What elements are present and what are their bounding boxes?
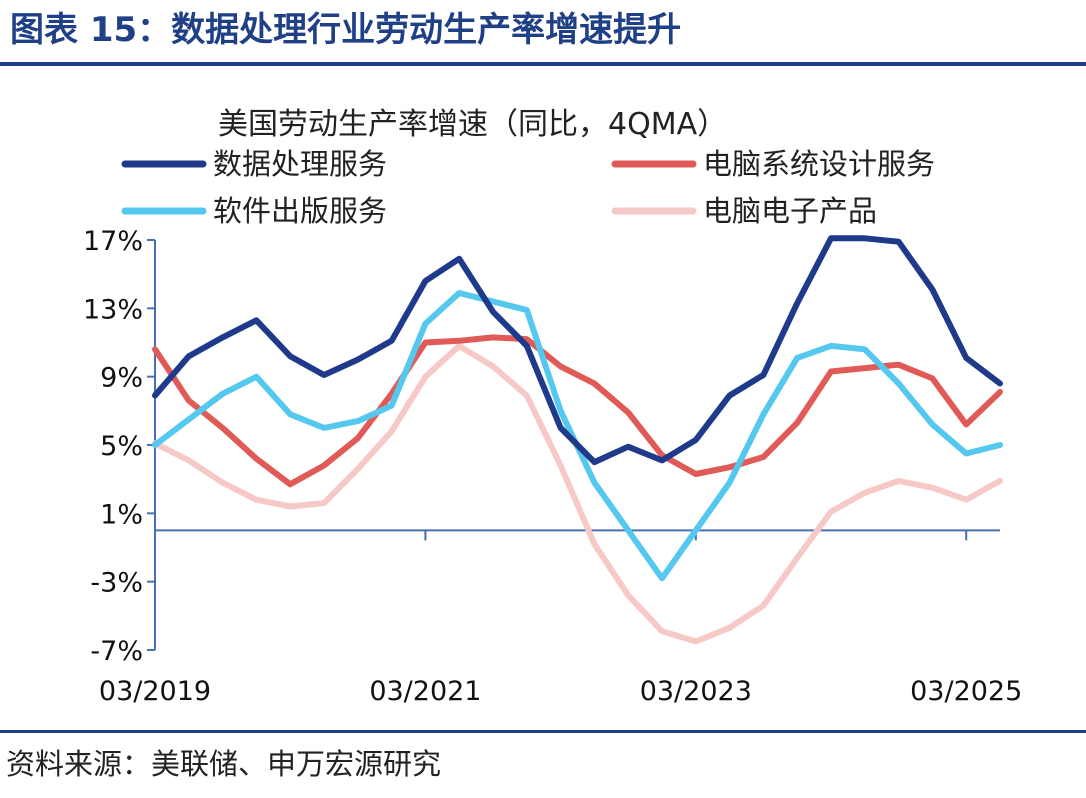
y-tick-label: 13% bbox=[83, 294, 143, 325]
series-layer bbox=[152, 235, 1003, 645]
y-tick-label: 17% bbox=[83, 226, 143, 257]
x-tick-label: 03/2025 bbox=[910, 676, 1022, 707]
y-tick-label: -3% bbox=[90, 568, 143, 599]
series-line-2 bbox=[152, 290, 1003, 582]
x-tick-label: 03/2021 bbox=[369, 676, 481, 707]
y-tick-label: -7% bbox=[90, 636, 143, 667]
series-line-0 bbox=[152, 235, 1003, 466]
x-tick-label: 03/2023 bbox=[640, 676, 752, 707]
title-rule bbox=[0, 62, 1086, 66]
y-tick-label: 5% bbox=[100, 431, 143, 462]
legend-label-2: 软件出版服务 bbox=[213, 194, 387, 228]
legend-label-0: 数据处理服务 bbox=[213, 147, 387, 181]
legend-label-1: 电脑系统设计服务 bbox=[703, 147, 935, 181]
series-line-3 bbox=[152, 342, 1003, 645]
chart-title: 美国劳动生产率增速（同比，4QMA） bbox=[218, 107, 727, 142]
axes: 17% 13% 9% 5% 1% -3% -7% 03/2019 03/2021 03/2023 0… bbox=[83, 226, 1022, 707]
source-rule bbox=[0, 730, 1086, 733]
x-tick-label: 03/2019 bbox=[99, 676, 211, 707]
figure-title: 图表 15：数据处理行业劳动生产率增速提升 bbox=[10, 10, 682, 50]
y-tick-label: 1% bbox=[100, 499, 143, 530]
series-line-1 bbox=[152, 334, 1003, 488]
source-note: 资料来源：美联储、申万宏源研究 bbox=[6, 747, 442, 781]
y-tick-label: 9% bbox=[100, 363, 143, 394]
legend-label-3: 电脑电子产品 bbox=[703, 194, 877, 228]
